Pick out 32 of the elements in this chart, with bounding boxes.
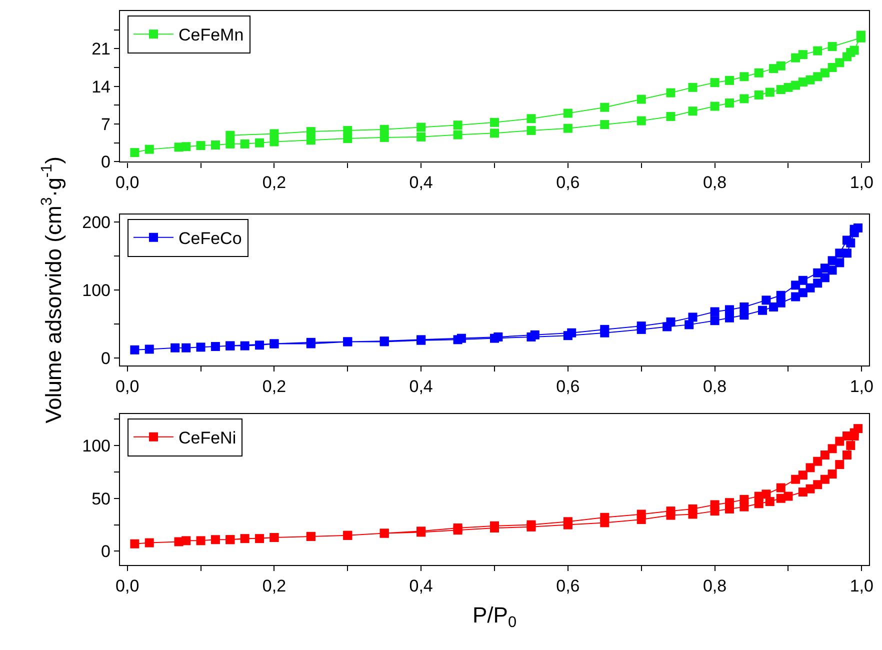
x-tick-label: 0,2 bbox=[262, 576, 286, 596]
x-tick-label: 0,2 bbox=[262, 377, 286, 396]
x-tick-label: 0,0 bbox=[116, 173, 140, 192]
y-tick-label: 100 bbox=[82, 436, 110, 456]
x-tick-label: 0,8 bbox=[702, 576, 727, 596]
legend-label: CeFeCo bbox=[178, 229, 242, 248]
x-tick-label: 0,6 bbox=[556, 377, 580, 396]
y-tick-label: 21 bbox=[92, 40, 110, 59]
y-tick-label: 14 bbox=[92, 77, 110, 96]
y-tick-label: 200 bbox=[82, 212, 110, 232]
x-tick-label: 0,0 bbox=[116, 377, 140, 396]
x-tick-label: 0,6 bbox=[556, 173, 580, 192]
x-tick-label: 1,0 bbox=[850, 173, 874, 192]
y-tick-label: 0 bbox=[101, 152, 110, 172]
y-tick-label: 0 bbox=[101, 349, 110, 368]
x-tick-label: 0,8 bbox=[702, 173, 727, 192]
y-tick-label: 0 bbox=[101, 542, 110, 562]
x-tick-label: 0,4 bbox=[409, 576, 433, 596]
x-tick-label: 1,0 bbox=[850, 576, 874, 596]
x-tick-label: 0,4 bbox=[409, 377, 433, 396]
y-tick-label: 7 bbox=[101, 114, 110, 134]
legend-label: CeFeMn bbox=[178, 26, 244, 45]
y-tick-label: 100 bbox=[82, 280, 110, 300]
x-tick-label: 0,4 bbox=[409, 173, 433, 192]
x-tick-label: 0,8 bbox=[702, 377, 727, 396]
legend-label: CeFeNi bbox=[178, 428, 236, 448]
x-axis-title: P/P$_{0}$ bbox=[472, 602, 517, 632]
x-tick-label: 1,0 bbox=[850, 377, 874, 396]
x-tick-label: 0,2 bbox=[262, 173, 286, 192]
y-tick-label: 50 bbox=[92, 489, 110, 508]
x-tick-label: 0,0 bbox=[116, 576, 140, 596]
x-tick-label: 0,6 bbox=[556, 576, 580, 596]
